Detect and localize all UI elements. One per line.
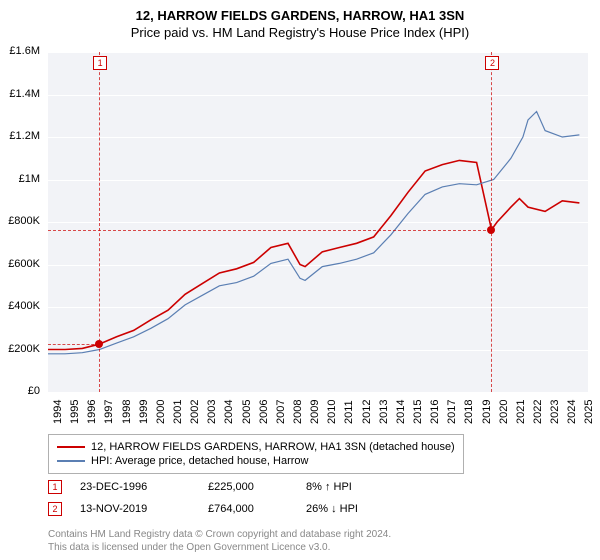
x-axis-label: 2008 [292,400,304,424]
attribution-line-1: Contains HM Land Registry data © Crown c… [48,528,391,541]
x-axis-label: 2016 [429,400,441,424]
y-axis-label: £400K [0,300,40,312]
x-axis-label: 2000 [155,400,167,424]
marker-row-2: 2 13-NOV-2019 £764,000 26% ↓ HPI [48,502,406,516]
marker-badge: 1 [93,56,107,70]
y-axis-label: £200K [0,343,40,355]
series-line [48,112,579,354]
x-axis-label: 2025 [583,400,595,424]
marker-date-2: 13-NOV-2019 [80,503,190,515]
x-axis-label: 2006 [258,400,270,424]
x-axis-label: 1995 [69,400,81,424]
x-axis-label: 2011 [343,400,355,424]
marker-hline [48,230,491,231]
y-axis-label: £0 [0,385,40,397]
x-axis-label: 2007 [275,400,287,424]
x-axis-label: 2014 [395,400,407,424]
chart-title: 12, HARROW FIELDS GARDENS, HARROW, HA1 3… [0,0,600,23]
x-axis-label: 2002 [189,400,201,424]
x-axis-label: 1999 [138,400,150,424]
y-axis-label: £1.6M [0,45,40,57]
marker-price-1: £225,000 [208,481,288,493]
x-axis-label: 2023 [549,400,561,424]
marker-date-1: 23-DEC-1996 [80,481,190,493]
chart-plot-area: £0£200K£400K£600K£800K£1M£1.2M£1.4M£1.6M… [48,52,588,392]
legend-label-1: 12, HARROW FIELDS GARDENS, HARROW, HA1 3… [91,441,455,453]
attribution-line-2: This data is licensed under the Open Gov… [48,541,391,554]
chart-lines [48,52,588,392]
x-axis-label: 1994 [52,400,64,424]
legend-item-2: HPI: Average price, detached house, Harr… [57,454,455,468]
x-axis-label: 2018 [463,400,475,424]
x-axis-label: 2005 [241,400,253,424]
marker-badge: 2 [485,56,499,70]
x-axis-label: 2015 [412,400,424,424]
legend-swatch-1 [57,446,85,448]
legend-item-1: 12, HARROW FIELDS GARDENS, HARROW, HA1 3… [57,440,455,454]
x-axis-label: 2019 [481,400,493,424]
marker-badge-2: 2 [48,502,62,516]
x-axis-label: 2013 [378,400,390,424]
x-axis-label: 2022 [532,400,544,424]
marker-vline [491,52,492,392]
attribution: Contains HM Land Registry data © Crown c… [48,528,391,554]
series-line [48,160,579,349]
x-axis-label: 1996 [86,400,98,424]
legend-swatch-2 [57,460,85,462]
x-axis-label: 2021 [515,400,527,424]
marker-pct-1: 8% ↑ HPI [306,481,406,493]
y-axis-label: £600K [0,258,40,270]
legend-label-2: HPI: Average price, detached house, Harr… [91,455,308,467]
chart-subtitle: Price paid vs. HM Land Registry's House … [0,23,600,44]
y-axis-label: £1.2M [0,130,40,142]
legend: 12, HARROW FIELDS GARDENS, HARROW, HA1 3… [48,434,464,474]
y-axis-label: £1.4M [0,88,40,100]
x-axis-label: 2004 [223,400,235,424]
marker-price-2: £764,000 [208,503,288,515]
x-axis-label: 2024 [566,400,578,424]
x-axis-label: 2003 [206,400,218,424]
x-axis-label: 2009 [309,400,321,424]
x-axis-label: 2001 [172,400,184,424]
y-axis-label: £800K [0,215,40,227]
marker-hline [48,344,99,345]
x-axis-label: 2017 [446,400,458,424]
grid-line [48,392,588,393]
marker-pct-2: 26% ↓ HPI [306,503,406,515]
x-axis-label: 2020 [498,400,510,424]
x-axis-label: 2010 [326,400,338,424]
x-axis-label: 1997 [103,400,115,424]
marker-row-1: 1 23-DEC-1996 £225,000 8% ↑ HPI [48,480,406,494]
y-axis-label: £1M [0,173,40,185]
x-axis-label: 2012 [361,400,373,424]
marker-badge-1: 1 [48,480,62,494]
x-axis-label: 1998 [121,400,133,424]
